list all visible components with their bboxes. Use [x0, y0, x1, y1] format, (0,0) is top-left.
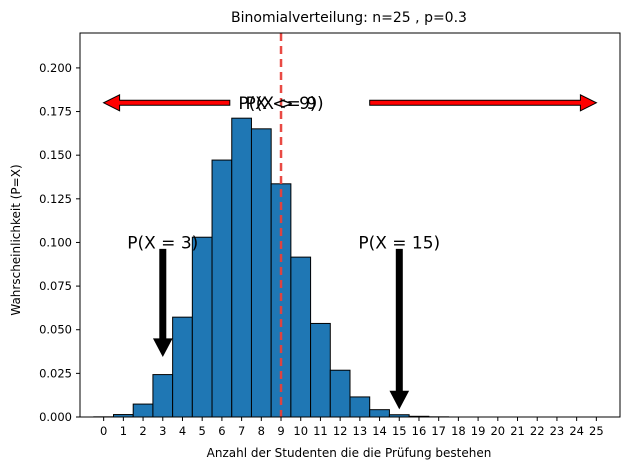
p3-arrow — [152, 248, 173, 357]
plot-frame — [79, 32, 621, 418]
x-tick-label: 10 — [293, 424, 308, 438]
x-tick-label: 2 — [139, 424, 146, 438]
y-axis-label: Wahrscheinlichkeit (P=X) — [9, 164, 23, 315]
bar-10 — [290, 256, 312, 418]
x-tick-label: 3 — [159, 424, 166, 438]
x-tick-label: 13 — [353, 424, 368, 438]
bar-4 — [172, 316, 193, 418]
x-tick-label: 21 — [510, 424, 525, 438]
bar-2 — [132, 403, 154, 418]
bar-6 — [211, 159, 233, 418]
y-tick-label: 0.025 — [39, 366, 72, 380]
x-tick-label: 0 — [100, 424, 107, 438]
p15-arrow — [389, 248, 410, 410]
bar-13 — [349, 396, 371, 418]
y-tick-label: 0.075 — [39, 279, 72, 293]
y-tick-label: 0.175 — [39, 105, 72, 119]
bar-11 — [310, 322, 331, 418]
bar-14 — [369, 409, 390, 418]
y-tick-label: 0.100 — [39, 235, 72, 249]
right-range-arrow — [369, 93, 598, 112]
x-tick-label: 8 — [258, 424, 265, 438]
bar-12 — [329, 369, 351, 418]
x-tick-label: 15 — [392, 424, 407, 438]
x-tick-label: 9 — [277, 424, 284, 438]
y-tick-label: 0.050 — [39, 323, 72, 337]
plot-area: P(X <= 9)P(X > 9)P(X = 3) P(X = 15)0 1 2 3 4 5… — [39, 32, 621, 438]
x-tick-label: 24 — [569, 424, 584, 438]
x-tick-label: 6 — [218, 424, 225, 438]
x-tick-label: 23 — [550, 424, 565, 438]
x-tick-label: 7 — [238, 424, 245, 438]
chart-title: Binomialverteilung: n=25 , p=0.3 — [231, 10, 467, 26]
x-tick-label: 18 — [451, 424, 466, 438]
p15-label: P(X = 15) — [358, 233, 440, 253]
bar-8 — [250, 128, 272, 418]
x-tick-label: 17 — [431, 424, 446, 438]
x-tick-label: 12 — [333, 424, 348, 438]
bar-5 — [191, 236, 213, 418]
x-tick-label: 1 — [120, 424, 127, 438]
y-tick-label: 0.200 — [39, 61, 72, 75]
y-tick-label: 0.125 — [39, 192, 72, 206]
x-axis-label: Anzahl der Studenten die die Prüfung bes… — [207, 446, 492, 460]
x-tick-label: 4 — [179, 424, 186, 438]
y-tick-label: 0.000 — [39, 410, 72, 424]
x-tick-label: 5 — [199, 424, 206, 438]
x-tick-label: 22 — [530, 424, 545, 438]
left-range-label: P(X <= 9) — [238, 94, 323, 114]
x-tick-label: 19 — [471, 424, 486, 438]
bar-3 — [152, 374, 174, 418]
x-tick-label: 20 — [490, 424, 505, 438]
x-tick-label: 14 — [372, 424, 387, 438]
right-range-label: P(X > 9) — [246, 94, 317, 114]
y-tick-label: 0.150 — [39, 148, 72, 162]
x-tick-label: 25 — [589, 424, 604, 438]
x-tick-label: 16 — [412, 424, 427, 438]
bar-7 — [231, 117, 252, 418]
left-range-arrow — [102, 93, 231, 112]
p3-label: P(X = 3) — [127, 233, 198, 253]
x-tick-label: 11 — [313, 424, 328, 438]
